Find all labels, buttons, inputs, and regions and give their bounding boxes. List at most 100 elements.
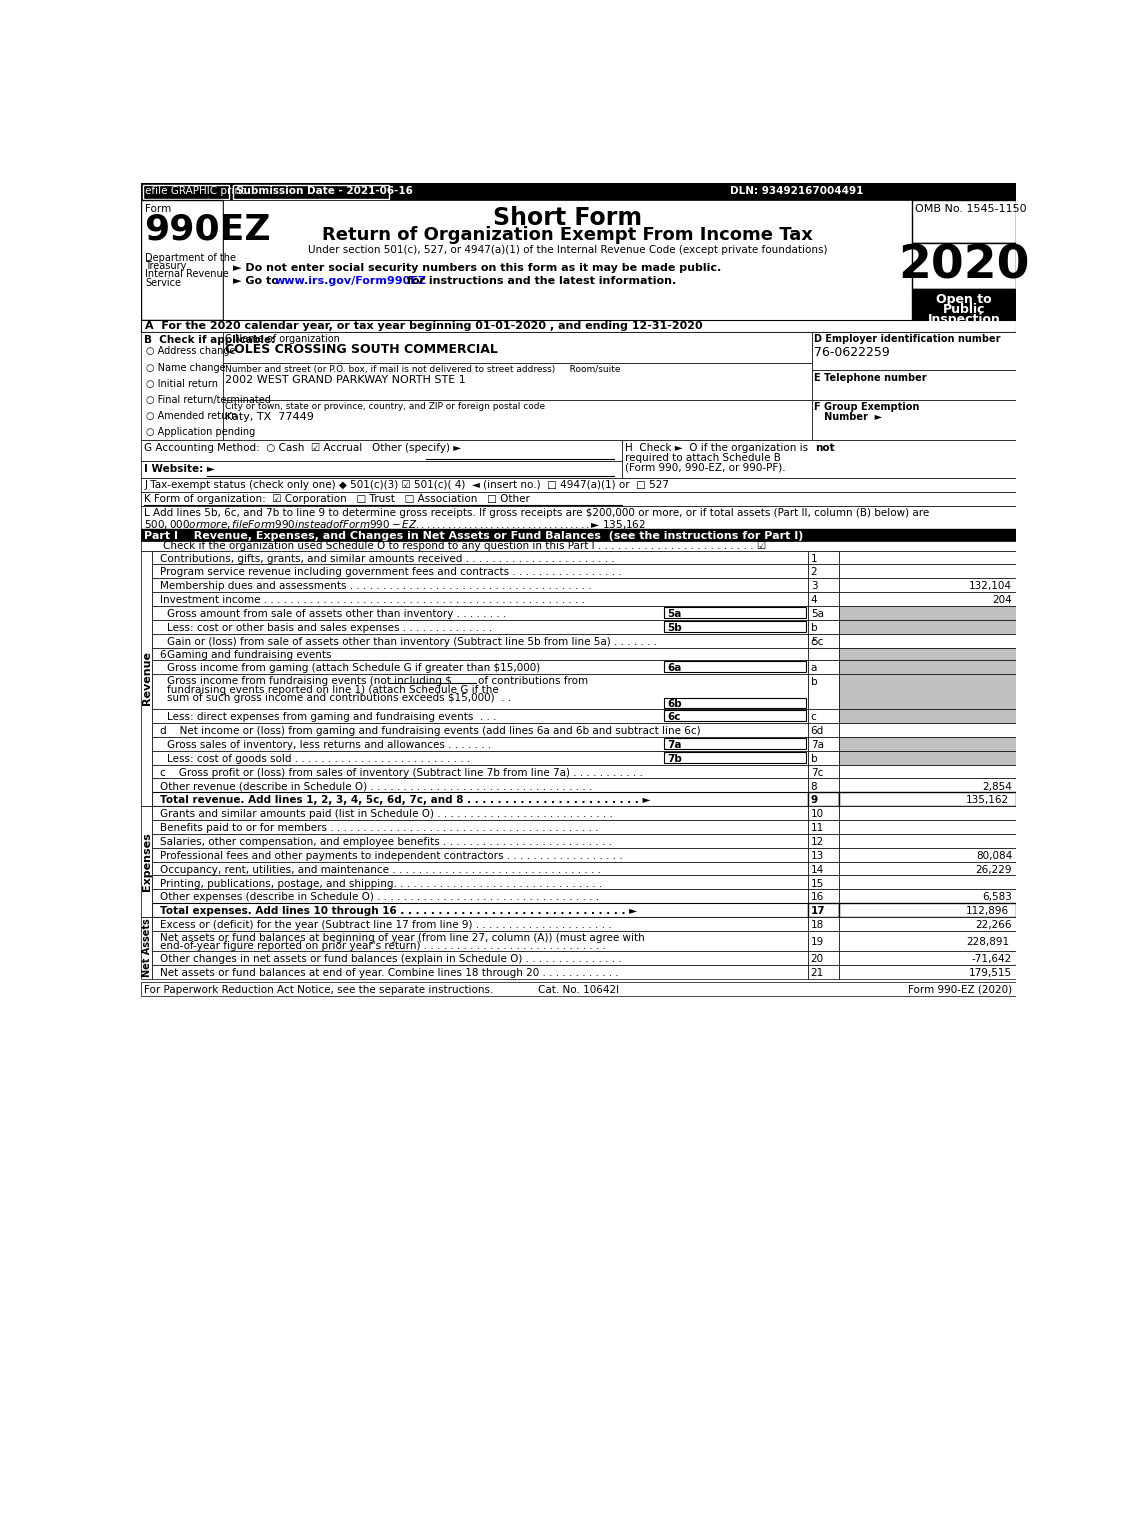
Bar bbox=[807, 965, 839, 979]
Text: 19: 19 bbox=[811, 938, 824, 947]
Text: Internal Revenue: Internal Revenue bbox=[145, 269, 229, 279]
Text: Submission Date - 2021-06-16: Submission Date - 2021-06-16 bbox=[236, 186, 412, 197]
Text: Expenses: Expenses bbox=[141, 832, 151, 890]
Bar bbox=[152, 709, 807, 722]
Bar bbox=[152, 579, 807, 592]
Bar bbox=[141, 551, 152, 806]
Text: 6d: 6d bbox=[811, 727, 824, 736]
Bar bbox=[807, 738, 839, 751]
Text: efile GRAPHIC print: efile GRAPHIC print bbox=[145, 186, 245, 197]
Text: ○ Amended return: ○ Amended return bbox=[146, 411, 237, 421]
Bar bbox=[152, 889, 807, 902]
Bar bbox=[807, 673, 839, 709]
Bar bbox=[141, 440, 622, 461]
Bar bbox=[807, 861, 839, 875]
Text: 7c: 7c bbox=[811, 768, 823, 777]
Text: Total expenses. Add lines 10 through 16 . . . . . . . . . . . . . . . . . . . . : Total expenses. Add lines 10 through 16 … bbox=[159, 906, 637, 916]
Text: c: c bbox=[811, 712, 816, 722]
Bar bbox=[152, 551, 807, 565]
Text: 5a: 5a bbox=[667, 609, 682, 618]
Bar bbox=[839, 751, 1016, 765]
Bar bbox=[807, 765, 839, 779]
Bar bbox=[812, 371, 1016, 400]
Text: Department of the: Department of the bbox=[145, 252, 236, 263]
Text: Membership dues and assessments . . . . . . . . . . . . . . . . . . . . . . . . : Membership dues and assessments . . . . … bbox=[159, 582, 592, 591]
Text: ○ Final return/terminated: ○ Final return/terminated bbox=[146, 395, 271, 405]
Bar bbox=[839, 579, 1016, 592]
Text: for instructions and the latest information.: for instructions and the latest informat… bbox=[403, 276, 676, 286]
Text: c    Gross profit or (loss) from sales of inventory (Subtract line 7b from line : c Gross profit or (loss) from sales of i… bbox=[159, 768, 642, 777]
Text: b: b bbox=[811, 623, 817, 632]
Bar bbox=[222, 200, 912, 319]
Bar bbox=[807, 709, 839, 722]
Bar bbox=[152, 779, 807, 793]
Bar bbox=[141, 505, 1016, 528]
Bar bbox=[622, 440, 1016, 478]
Text: d    Net income or (loss) from gaming and fundraising events (add lines 6a and 6: d Net income or (loss) from gaming and f… bbox=[159, 727, 700, 736]
Bar bbox=[222, 400, 812, 440]
Text: Revenue, Expenses, and Changes in Net Assets or Fund Balances  (see the instruct: Revenue, Expenses, and Changes in Net As… bbox=[186, 530, 804, 541]
Bar bbox=[152, 673, 807, 709]
Bar bbox=[233, 185, 390, 199]
Text: J Tax-exempt status (check only one) ◆ 501(c)(3) ☑ 501(c)( 4)  ◄ (insert no.)  □: J Tax-exempt status (check only one) ◆ 5… bbox=[145, 481, 669, 490]
Text: Gross income from gaming (attach Schedule G if greater than $15,000): Gross income from gaming (attach Schedul… bbox=[167, 663, 541, 673]
Bar bbox=[141, 982, 1016, 996]
Text: ○ Address change: ○ Address change bbox=[146, 347, 235, 356]
Text: Occupancy, rent, utilities, and maintenance . . . . . . . . . . . . . . . . . . : Occupancy, rent, utilities, and maintena… bbox=[159, 864, 601, 875]
Bar bbox=[807, 647, 839, 660]
Text: www.irs.gov/Form990EZ: www.irs.gov/Form990EZ bbox=[274, 276, 427, 286]
Bar bbox=[222, 362, 812, 400]
Bar bbox=[839, 875, 1016, 889]
Text: 135,162: 135,162 bbox=[966, 796, 1009, 805]
Text: 5a: 5a bbox=[811, 609, 824, 618]
Bar bbox=[807, 889, 839, 902]
Text: Form 990-EZ (2020): Form 990-EZ (2020) bbox=[908, 985, 1013, 994]
Text: fundraising events reported on line 1) (attach Schedule G if the: fundraising events reported on line 1) (… bbox=[167, 684, 499, 695]
Text: 18: 18 bbox=[811, 921, 824, 930]
Text: Service: Service bbox=[145, 278, 181, 289]
Text: H  Check ►  O if the organization is: H Check ► O if the organization is bbox=[624, 443, 811, 452]
Bar bbox=[152, 861, 807, 875]
Bar bbox=[807, 875, 839, 889]
Text: of contributions from: of contributions from bbox=[479, 676, 588, 686]
Text: Form: Form bbox=[145, 205, 172, 214]
Text: E Telephone number: E Telephone number bbox=[814, 373, 927, 383]
Text: Net Assets: Net Assets bbox=[141, 918, 151, 977]
Text: Less: cost of goods sold . . . . . . . . . . . . . . . . . . . . . . . . . . .: Less: cost of goods sold . . . . . . . .… bbox=[167, 754, 471, 764]
Text: c: c bbox=[811, 637, 816, 647]
Text: 8: 8 bbox=[811, 782, 817, 791]
Text: ○ Application pending: ○ Application pending bbox=[146, 428, 255, 437]
Text: Return of Organization Exempt From Income Tax: Return of Organization Exempt From Incom… bbox=[322, 226, 813, 244]
Text: 112,896: 112,896 bbox=[966, 906, 1009, 916]
Bar bbox=[141, 200, 222, 319]
Bar bbox=[812, 400, 1016, 440]
Text: -71,642: -71,642 bbox=[972, 954, 1013, 964]
Text: Number and street (or P.O. box, if mail is not delivered to street address)     : Number and street (or P.O. box, if mail … bbox=[225, 365, 620, 374]
Text: 6,583: 6,583 bbox=[982, 892, 1013, 902]
Bar bbox=[807, 806, 839, 820]
Bar bbox=[807, 779, 839, 793]
Bar bbox=[141, 918, 152, 979]
Text: ► Go to: ► Go to bbox=[233, 276, 282, 286]
Text: Gross amount from sale of assets other than inventory . . . . . . . .: Gross amount from sale of assets other t… bbox=[167, 609, 507, 618]
Bar bbox=[142, 185, 229, 199]
Bar bbox=[839, 902, 1016, 918]
Bar bbox=[839, 765, 1016, 779]
Bar bbox=[912, 243, 1016, 289]
Bar bbox=[152, 765, 807, 779]
Bar bbox=[807, 551, 839, 565]
Text: Treasury: Treasury bbox=[145, 261, 186, 270]
Text: A  For the 2020 calendar year, or tax year beginning 01-01-2020 , and ending 12-: A For the 2020 calendar year, or tax yea… bbox=[145, 321, 702, 331]
Bar bbox=[141, 319, 1016, 331]
Text: Katy, TX  77449: Katy, TX 77449 bbox=[225, 412, 314, 421]
Text: 14: 14 bbox=[811, 864, 824, 875]
Text: 9: 9 bbox=[811, 796, 817, 805]
Text: 13: 13 bbox=[811, 851, 824, 861]
Bar bbox=[839, 709, 1016, 722]
Text: Open to: Open to bbox=[936, 293, 992, 305]
Bar bbox=[807, 847, 839, 861]
Text: 990EZ: 990EZ bbox=[145, 212, 271, 246]
Text: 7a: 7a bbox=[811, 741, 824, 750]
Text: required to attach Schedule B: required to attach Schedule B bbox=[624, 452, 780, 463]
Text: Benefits paid to or for members . . . . . . . . . . . . . . . . . . . . . . . . : Benefits paid to or for members . . . . … bbox=[159, 823, 598, 834]
